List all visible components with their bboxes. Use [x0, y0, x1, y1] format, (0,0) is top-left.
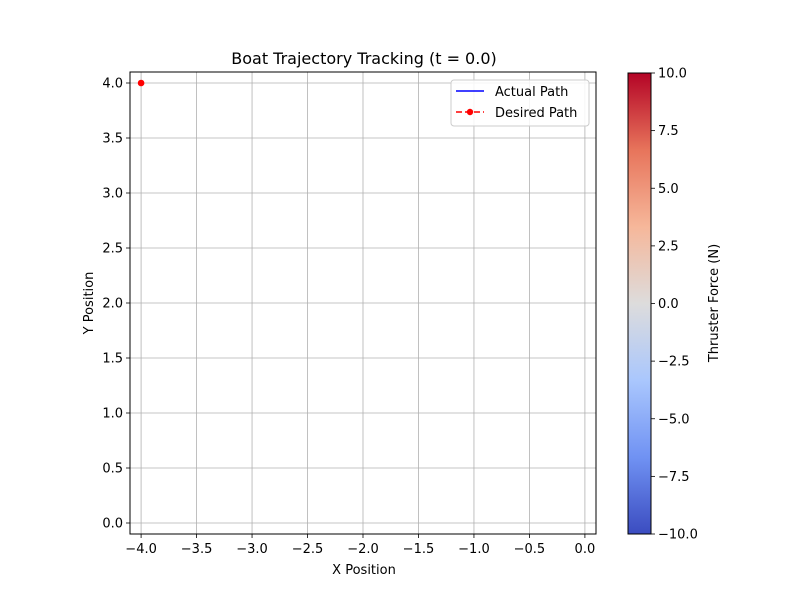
- colorbar: −10.0 −7.5 −5.0 −2.5 0.0 2.5 5.0 7.5 10.0: [627, 67, 698, 543]
- colorbar-tick-label: −7.5: [658, 470, 690, 485]
- colorbar-label: Thruster Force (N): [707, 244, 722, 363]
- y-axis-label: Y Position: [82, 272, 97, 336]
- x-tick-label: −1.5: [403, 542, 435, 557]
- colorbar-tick-label: 5.0: [658, 182, 679, 197]
- x-axis-label: X Position: [332, 563, 396, 578]
- y-tick-label: 3.0: [102, 187, 123, 202]
- legend-box: [450, 79, 590, 127]
- plot-area: −4.0 −3.5 −3.0 −2.5 −2.0 −1.5 −1.0 −0.5 0.0 0.00…: [102, 71, 597, 557]
- x-tick-label: −4.0: [125, 542, 157, 557]
- colorbar-tick-label: −10.0: [658, 528, 698, 543]
- grid-lines: [130, 72, 596, 534]
- y-tick-label: 1.0: [102, 407, 123, 422]
- legend: Actual Path Desired Path: [450, 79, 590, 127]
- x-tick-label: −2.5: [292, 542, 324, 557]
- legend-label-actual: Actual Path: [495, 85, 568, 100]
- x-axis-ticks: −4.0 −3.5 −3.0 −2.5 −2.0 −1.5 −1.0 −0.5 0.0: [125, 534, 595, 557]
- colorbar-tick-label: 0.0: [658, 297, 679, 312]
- y-tick-label: 0.5: [102, 462, 123, 477]
- series-layer: [137, 79, 145, 87]
- x-tick-label: −0.5: [514, 542, 546, 557]
- y-tick-label: 2.5: [102, 242, 123, 257]
- colorbar-tick-label: −5.0: [658, 412, 690, 427]
- desired-path-point: [137, 79, 145, 87]
- colorbar-tick-label: −2.5: [658, 355, 690, 370]
- x-tick-label: −2.0: [347, 542, 379, 557]
- x-tick-label: −3.5: [181, 542, 213, 557]
- x-tick-label: 0.0: [575, 542, 596, 557]
- y-tick-label: 4.0: [102, 77, 123, 92]
- colorbar-ticks: −10.0 −7.5 −5.0 −2.5 0.0 2.5 5.0 7.5 10.0: [651, 67, 698, 543]
- colorbar-tick-label: 10.0: [658, 67, 687, 82]
- legend-marker-desired: [466, 108, 474, 116]
- y-tick-label: 3.5: [102, 132, 123, 147]
- chart-title: Boat Trajectory Tracking (t = 0.0): [231, 49, 497, 68]
- colorbar-tick-label: 2.5: [658, 239, 679, 254]
- colorbar-gradient: [627, 72, 652, 535]
- y-tick-label: 1.5: [102, 352, 123, 367]
- legend-label-desired: Desired Path: [495, 106, 577, 121]
- y-axis-ticks: 0.0 0.5 1.0 1.5 2.0 2.5 3.0 3.5 4.0: [102, 77, 130, 532]
- x-tick-label: −3.0: [236, 542, 268, 557]
- y-tick-label: 2.0: [102, 297, 123, 312]
- y-tick-label: 0.0: [102, 517, 123, 532]
- x-tick-label: −1.0: [458, 542, 490, 557]
- colorbar-tick-label: 7.5: [658, 124, 679, 139]
